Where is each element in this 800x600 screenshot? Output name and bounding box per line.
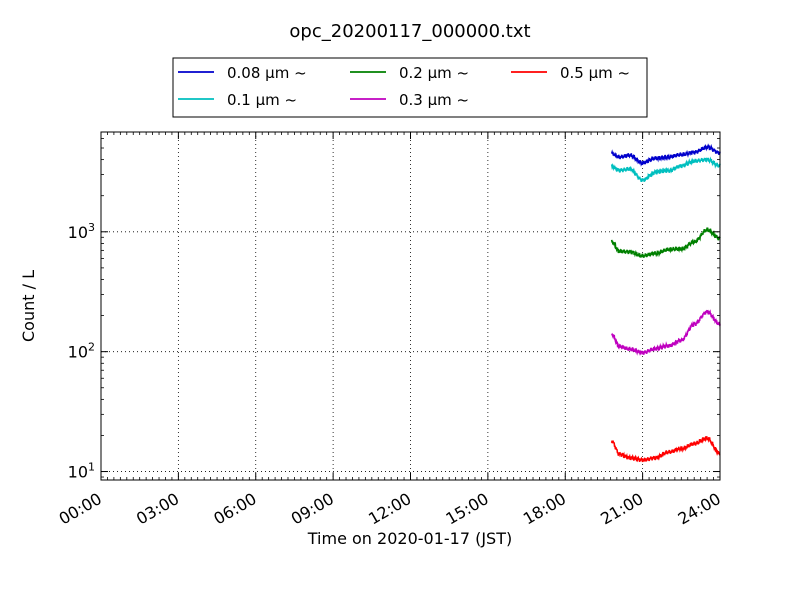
data-lines [610,143,721,463]
x-tick-label: 21:00 [597,489,646,529]
legend-label: 0.5 μm ~ [560,64,630,82]
axis-ticks: 00:00 03:00 06:00 09:00 12:00 15:00 18:00 21:00… [56,132,724,529]
x-axis-label: Time on 2020-01-17 (JST) [307,529,512,548]
x-tick-label: 24:00 [675,489,724,529]
x-tick-label: 15:00 [442,489,491,529]
x-tick-label: 00:00 [56,489,105,529]
y-tick-label: 102 [68,341,95,362]
y-axis-label: Count / L [19,270,38,342]
legend-label: 0.1 μm ~ [227,91,297,109]
y-tick-label: 103 [68,221,95,242]
x-tick-label: 03:00 [133,489,182,529]
x-tick-label: 06:00 [210,489,259,529]
legend: 0.08 μm ~ 0.1 μm ~ 0.2 μm ~ 0.3 μm ~ 0.5 μm … [172,57,648,118]
legend-box [172,57,648,118]
x-tick-label: 18:00 [520,489,569,529]
series-line [610,227,721,259]
x-tick-label: 09:00 [288,489,337,529]
legend-label: 0.2 μm ~ [399,64,469,82]
legend-label: 0.3 μm ~ [399,91,469,109]
series-line [611,309,721,356]
y-tick-label: 101 [68,461,95,482]
x-tick-label: 12:00 [365,489,414,529]
series-line [610,156,721,183]
grid [101,132,720,480]
legend-label: 0.08 μm ~ [227,64,307,82]
series-line [610,143,721,167]
series-line [610,436,721,463]
chart-title: opc_20200117_000000.txt [289,21,530,42]
